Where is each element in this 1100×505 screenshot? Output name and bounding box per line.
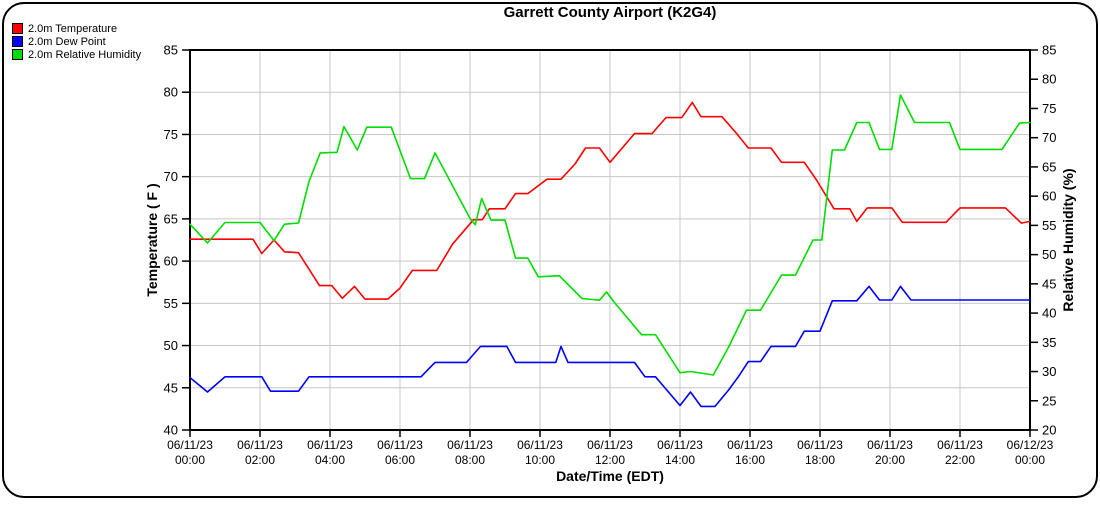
- legend-swatch-icon: [12, 36, 23, 47]
- y-axis-right-tick-label: 55: [1042, 218, 1056, 233]
- y-axis-right-tick-label: 75: [1042, 101, 1056, 116]
- y-axis-right-title: Relative Humidity (%): [1060, 168, 1076, 312]
- x-axis-tick-date: 06/11/23: [167, 438, 213, 452]
- x-axis-tick-time: 14:00: [665, 453, 695, 467]
- x-axis-tick-date: 06/11/23: [797, 438, 843, 452]
- y-axis-right-tick-label: 40: [1042, 306, 1056, 321]
- x-axis-tick-time: 04:00: [315, 453, 345, 467]
- legend-swatch-icon: [12, 49, 23, 60]
- y-axis-right-tick-label: 25: [1042, 393, 1056, 408]
- y-axis-right-tick-label: 60: [1042, 189, 1056, 204]
- y-axis-left-tick-label: 60: [164, 254, 178, 269]
- series-line-2-0m-dew-point: [189, 285, 1031, 408]
- y-axis-left-tick-label: 55: [164, 296, 178, 311]
- y-axis-left-tick-label: 40: [164, 423, 178, 438]
- x-axis-tick-time: 16:00: [735, 453, 765, 467]
- y-axis-right-tick-label: 85: [1042, 43, 1056, 58]
- x-axis-title: Date/Time (EDT): [556, 468, 664, 484]
- x-axis-tick-time: 22:00: [945, 453, 975, 467]
- x-axis-tick-time: 06:00: [385, 453, 415, 467]
- y-axis-left-tick-label: 85: [164, 43, 178, 58]
- x-axis-tick-date: 06/11/23: [237, 438, 283, 452]
- x-axis-tick-date: 06/11/23: [377, 438, 423, 452]
- x-axis-tick-date: 06/11/23: [937, 438, 983, 452]
- legend-item-2-0m-relative-humidity: 2.0m Relative Humidity: [12, 48, 141, 61]
- y-axis-right-tick-label: 50: [1042, 247, 1056, 262]
- x-axis-tick-time: 18:00: [805, 453, 835, 467]
- x-axis-tick-date: 06/11/23: [447, 438, 493, 452]
- y-axis-left-tick-label: 65: [164, 211, 178, 226]
- x-axis-tick-time: 00:00: [175, 453, 205, 467]
- legend: 2.0m Temperature 2.0m Dew Point 2.0m Relat…: [12, 22, 141, 61]
- x-axis-tick-time: 08:00: [455, 453, 485, 467]
- y-axis-right-tick-label: 20: [1042, 423, 1056, 438]
- legend-item-2-0m-temperature: 2.0m Temperature: [12, 22, 141, 35]
- legend-label: 2.0m Dew Point: [28, 35, 106, 48]
- x-axis-tick-date: 06/11/23: [307, 438, 353, 452]
- y-axis-left-tick-label: 80: [164, 85, 178, 100]
- y-axis-right-tick-label: 45: [1042, 276, 1056, 291]
- y-axis-left-tick-label: 70: [164, 169, 178, 184]
- y-axis-left-title: Temperature ( F ): [144, 183, 160, 297]
- y-axis-left-tick-label: 75: [164, 127, 178, 142]
- series-line-2-0m-temperature: [189, 101, 1031, 300]
- x-axis-tick-time: 12:00: [595, 453, 625, 467]
- y-axis-right-tick-label: 30: [1042, 364, 1056, 379]
- x-axis-tick-date: 06/12/23: [1007, 438, 1054, 452]
- y-axis-left-tick-label: 45: [164, 380, 178, 395]
- y-axis-right-tick-label: 65: [1042, 159, 1056, 174]
- x-axis-tick-date: 06/11/23: [517, 438, 563, 452]
- y-axis-left-tick-label: 50: [164, 338, 178, 353]
- y-axis-right-tick-label: 35: [1042, 335, 1056, 350]
- x-axis-tick-date: 06/11/23: [727, 438, 773, 452]
- series-line-2-0m-relative-humidity: [189, 94, 1031, 376]
- y-axis-right-tick-label: 70: [1042, 130, 1056, 145]
- legend-label: 2.0m Relative Humidity: [28, 48, 142, 61]
- x-axis-tick-date: 06/11/23: [867, 438, 913, 452]
- legend-swatch-icon: [12, 23, 23, 34]
- y-axis-right-tick-label: 80: [1042, 72, 1056, 87]
- legend-item-2-0m-dew-point: 2.0m Dew Point: [12, 35, 141, 48]
- x-axis-tick-date: 06/11/23: [587, 438, 633, 452]
- legend-label: 2.0m Temperature: [28, 22, 118, 35]
- x-axis-tick-date: 06/11/23: [657, 438, 703, 452]
- x-axis-tick-time: 02:00: [245, 453, 275, 467]
- x-axis-tick-time: 20:00: [875, 453, 905, 467]
- chart-title: Garrett County Airport (K2G4): [503, 4, 717, 21]
- x-axis-tick-time: 10:00: [525, 453, 555, 467]
- x-axis-tick-time: 00:00: [1015, 453, 1045, 467]
